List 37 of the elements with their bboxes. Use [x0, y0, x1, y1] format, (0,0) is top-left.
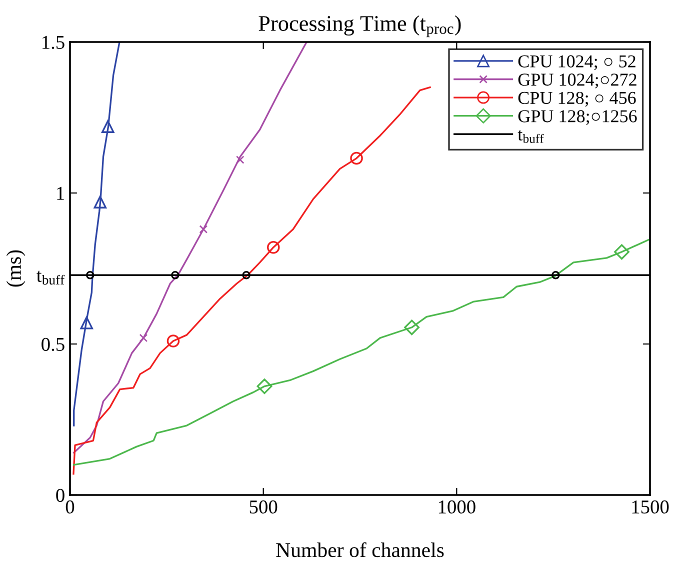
point — [102, 120, 114, 133]
point — [139, 334, 148, 342]
y-tick-label: t$_{buff}$ — [36, 270, 65, 285]
line-series — [73, 42, 120, 426]
chart-title: Processing Time (t$_{proc}$) — [258, 15, 461, 38]
line-series — [73, 238, 650, 466]
point — [94, 196, 107, 208]
point — [266, 240, 280, 254]
point — [350, 152, 363, 165]
line-series — [73, 42, 308, 454]
x-axis-title: Number of channels — [276, 542, 444, 558]
point — [86, 270, 94, 280]
x-tick-label: 500 — [250, 500, 278, 514]
y-tick-label: 0 — [56, 488, 64, 502]
x-tick-label: 0 — [66, 500, 74, 514]
y-tick-label: 0.5 — [42, 338, 64, 352]
x-tick-label: 1000 — [438, 500, 476, 514]
point — [404, 320, 420, 336]
legend-label: GPU 128;○1256 — [518, 110, 637, 125]
legend-label: CPU 128; ○ 456 — [518, 92, 636, 107]
point — [256, 378, 272, 394]
line-series — [72, 86, 431, 475]
point — [242, 270, 250, 280]
legend-label: CPU 1024; ○ 52 — [518, 55, 636, 70]
y-axis-title: (ms) — [6, 250, 26, 287]
point — [236, 156, 244, 164]
y-tick-label: 1 — [57, 186, 64, 200]
point — [171, 270, 180, 280]
point — [80, 316, 94, 330]
point — [614, 244, 630, 260]
x-tick-label: 1500 — [632, 500, 669, 514]
point — [166, 334, 180, 348]
point — [199, 225, 208, 234]
y-tick-label: 1.5 — [42, 36, 64, 50]
legend-label: t$_{buff}$ — [518, 130, 544, 143]
legend-label: GPU 1024;○272 — [518, 74, 636, 88]
point — [551, 270, 560, 280]
